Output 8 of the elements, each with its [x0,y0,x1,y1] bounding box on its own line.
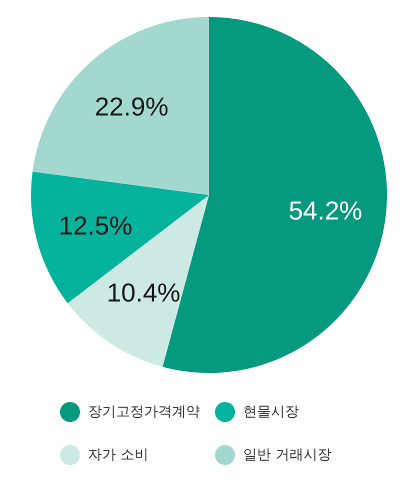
data-label: 10.4% [106,278,180,308]
legend-label: 현물시장 [243,402,299,420]
legend-label: 장기고정가격계약 [88,402,200,420]
data-label: 54.2% [288,195,362,226]
legend-label: 일반 거래시장 [243,446,332,464]
data-label: 12.5% [58,210,132,240]
data-label: 22.9% [94,92,168,122]
legend-label: 자가 소비 [88,446,148,464]
